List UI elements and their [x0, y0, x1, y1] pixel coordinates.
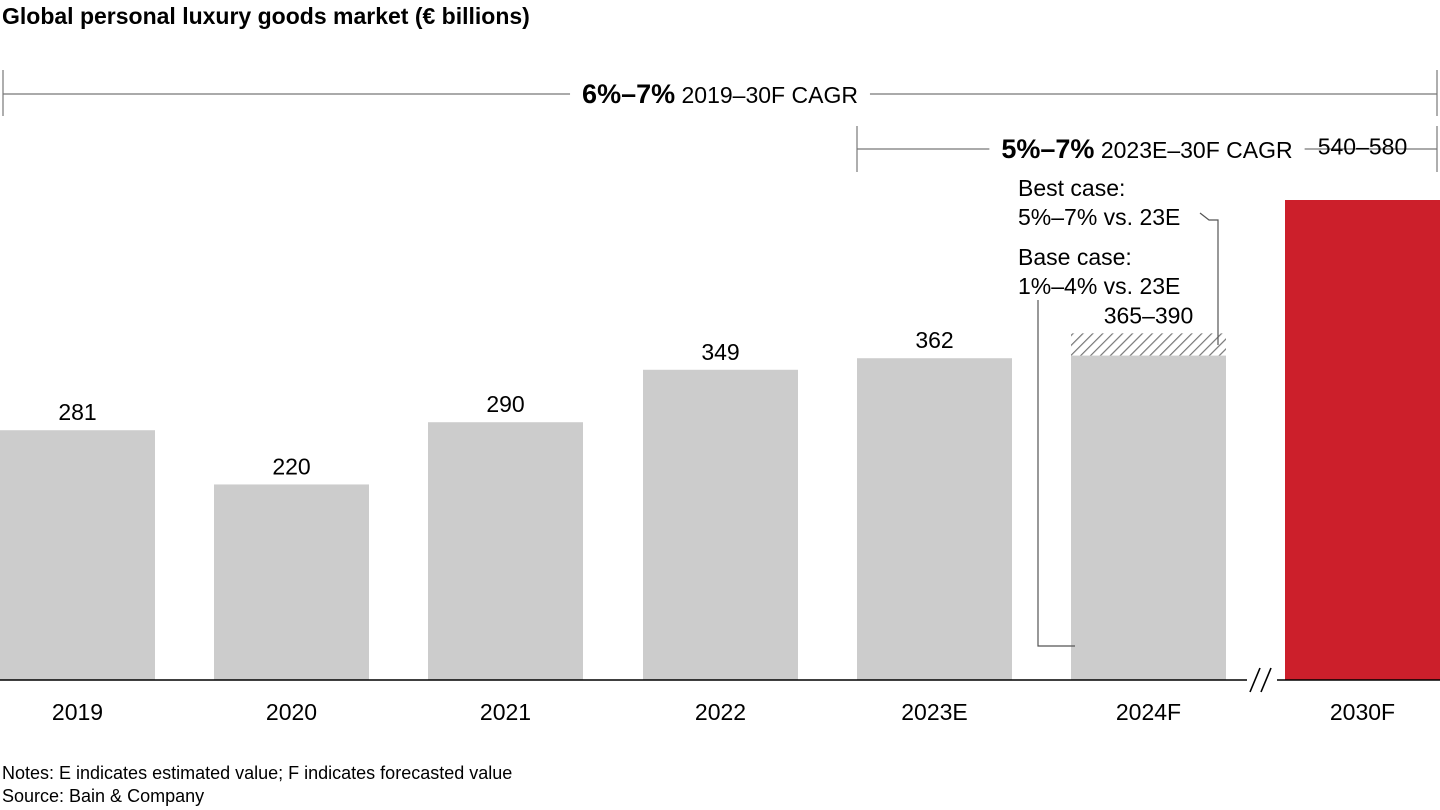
x-axis: 2019 2020 2021 2022 2023E 2024F 2030F: [0, 667, 1440, 725]
tick-label-2024f: 2024F: [1116, 699, 1181, 725]
best-case-leader: [1199, 212, 1219, 345]
annotation-1: Best case: 5%–7% vs. 23E: [1018, 175, 1180, 230]
data-label-2023e: 362: [915, 327, 953, 353]
annotations: Best case: 5%–7% vs. 23E Base case: 1%–4% v…: [1018, 175, 1219, 647]
data-label-2021: 290: [486, 391, 524, 417]
data-label-2024f: 365–390: [1104, 302, 1194, 328]
bar-2021: [428, 422, 583, 680]
bar-2023e: [857, 358, 1012, 680]
bar-2030f: [1285, 200, 1440, 680]
axis-break-icon: [1247, 667, 1277, 693]
bar-2024f: [1071, 355, 1226, 680]
annotation-2-line-2: 1%–4% vs. 23E: [1018, 273, 1180, 299]
cagr-bracket-1: 6%–7% 2019–30F CAGR: [2, 70, 1438, 116]
annotation-2-line-1: Base case:: [1018, 244, 1132, 270]
notes-text: Notes: E indicates estimated value; F in…: [2, 763, 513, 783]
tick-label-2020: 2020: [266, 699, 317, 725]
annotation-2: Base case: 1%–4% vs. 23E: [1018, 244, 1180, 299]
tick-label-2030f: 2030F: [1330, 699, 1395, 725]
bar-2020: [214, 484, 369, 680]
cagr-label-1: 6%–7% 2019–30F CAGR: [582, 79, 858, 109]
data-label-2019: 281: [58, 399, 96, 425]
annotation-1-line-1: Best case:: [1018, 175, 1125, 201]
cagr-bracket-2: 5%–7% 2023E–30F CAGR: [856, 126, 1438, 172]
cagr-label-2: 5%–7% 2023E–30F CAGR: [1001, 134, 1292, 164]
data-label-2020: 220: [272, 453, 310, 479]
range-band-2024f: [1071, 333, 1226, 356]
data-label-2030f: 540–580: [1318, 133, 1408, 159]
cagr-brackets: 6%–7% 2019–30F CAGR 5%–7% 2023E–30F CAGR: [2, 70, 1438, 172]
chart-title: Global personal luxury goods market (€ b…: [2, 3, 530, 29]
bar-2022: [643, 369, 798, 680]
bars: [0, 200, 1440, 680]
tick-label-2023e: 2023E: [901, 699, 968, 725]
annotation-1-line-2: 5%–7% vs. 23E: [1018, 204, 1180, 230]
tick-label-2021: 2021: [480, 699, 531, 725]
tick-label-2019: 2019: [52, 699, 103, 725]
source-text: Source: Bain & Company: [2, 786, 205, 806]
base-case-leader: [1037, 300, 1075, 647]
bar-2019: [0, 430, 155, 680]
annotation-leaders: [1037, 212, 1219, 647]
chart-notes: Notes: E indicates estimated value; F in…: [2, 762, 512, 808]
data-label-2022: 349: [701, 339, 739, 365]
data-labels: 281 220 290 349 362 365–390 540–580: [58, 133, 1407, 479]
tick-label-2022: 2022: [695, 699, 746, 725]
